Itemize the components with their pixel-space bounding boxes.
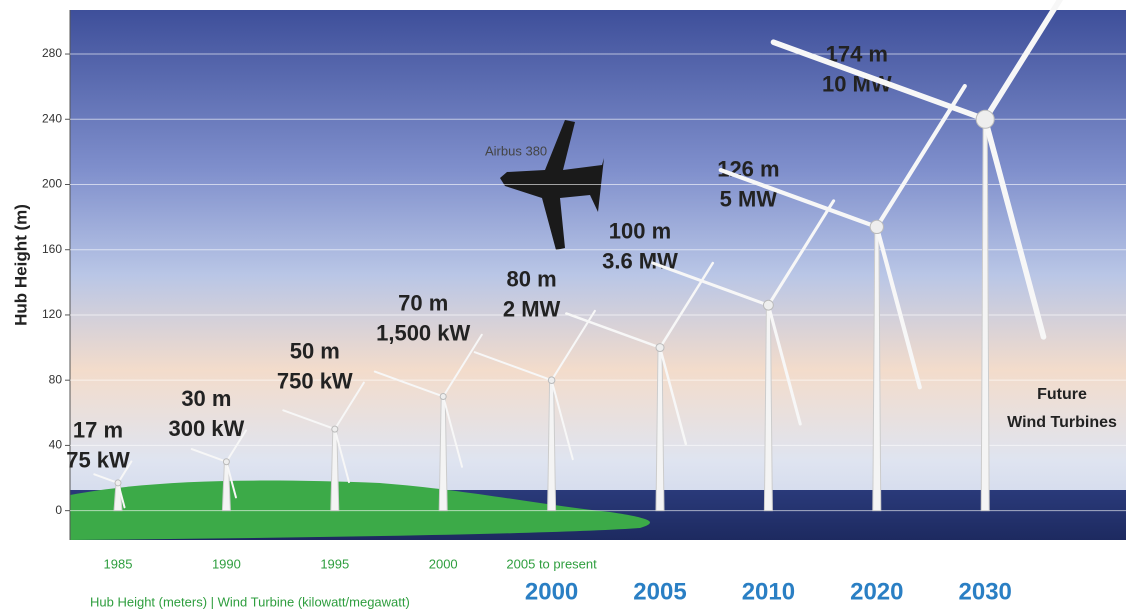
hub [115,480,121,486]
x-tick-label: 2020 [850,578,903,605]
value-label: 70 m [398,290,448,315]
power-label: 5 MW [720,186,778,211]
y-tick-label: 40 [49,438,63,452]
power-label: 75 kW [66,447,130,472]
tower [981,119,989,510]
future-label: Future [1037,386,1087,403]
hub [223,459,229,465]
hub [656,344,664,352]
power-label: 3.6 MW [602,249,678,274]
x-tick-label: 2000 [525,578,578,605]
power-label: 750 kW [277,368,353,393]
x-tick-label: 2030 [959,578,1012,605]
x-tick-label: 1990 [212,556,241,571]
x-tick-label: 2010 [742,578,795,605]
y-tick-label: 160 [42,242,62,256]
hub [332,426,338,432]
footer: Hub Height (meters) | Wind Turbine (kilo… [90,594,410,609]
y-tick-label: 120 [42,307,62,321]
value-label: 30 m [181,386,231,411]
x-tick-label: 2005 to present [506,556,597,571]
y-tick-label: 280 [42,46,62,60]
x-tick-label: 2000 [429,556,458,571]
tower [439,396,447,510]
airplane-label: Airbus 380 [485,143,547,158]
y-axis-title: Hub Height (m) [11,204,30,326]
hub [870,220,883,233]
power-label: 300 kW [168,416,244,441]
tower [764,305,772,510]
chart: Airbus 380 Future Wind Turbines Hub Heig… [0,0,1126,614]
power-label: 2 MW [503,297,561,322]
value-label: 17 m [73,417,123,442]
hub [440,393,446,399]
tower [656,348,664,511]
x-tick-label: 2005 [633,578,686,605]
hub [548,377,555,384]
hub [976,110,994,128]
y-tick-label: 240 [42,111,62,125]
y-tick-label: 200 [42,177,62,191]
x-tick-label: 1985 [104,556,133,571]
value-label: 126 m [717,156,779,181]
y-tick-label: 0 [55,503,62,517]
value-label: 50 m [290,338,340,363]
y-tick-label: 80 [49,372,63,386]
future-label: Wind Turbines [1007,414,1117,431]
page: Airbus 380 Future Wind Turbines Hub Heig… [0,0,1126,614]
hub [763,300,773,310]
tower [548,380,556,510]
tower [873,227,881,511]
value-label: 100 m [609,219,671,244]
power-label: 1,500 kW [376,320,470,345]
value-label: 80 m [507,267,557,292]
x-tick-label: 1995 [320,556,349,571]
